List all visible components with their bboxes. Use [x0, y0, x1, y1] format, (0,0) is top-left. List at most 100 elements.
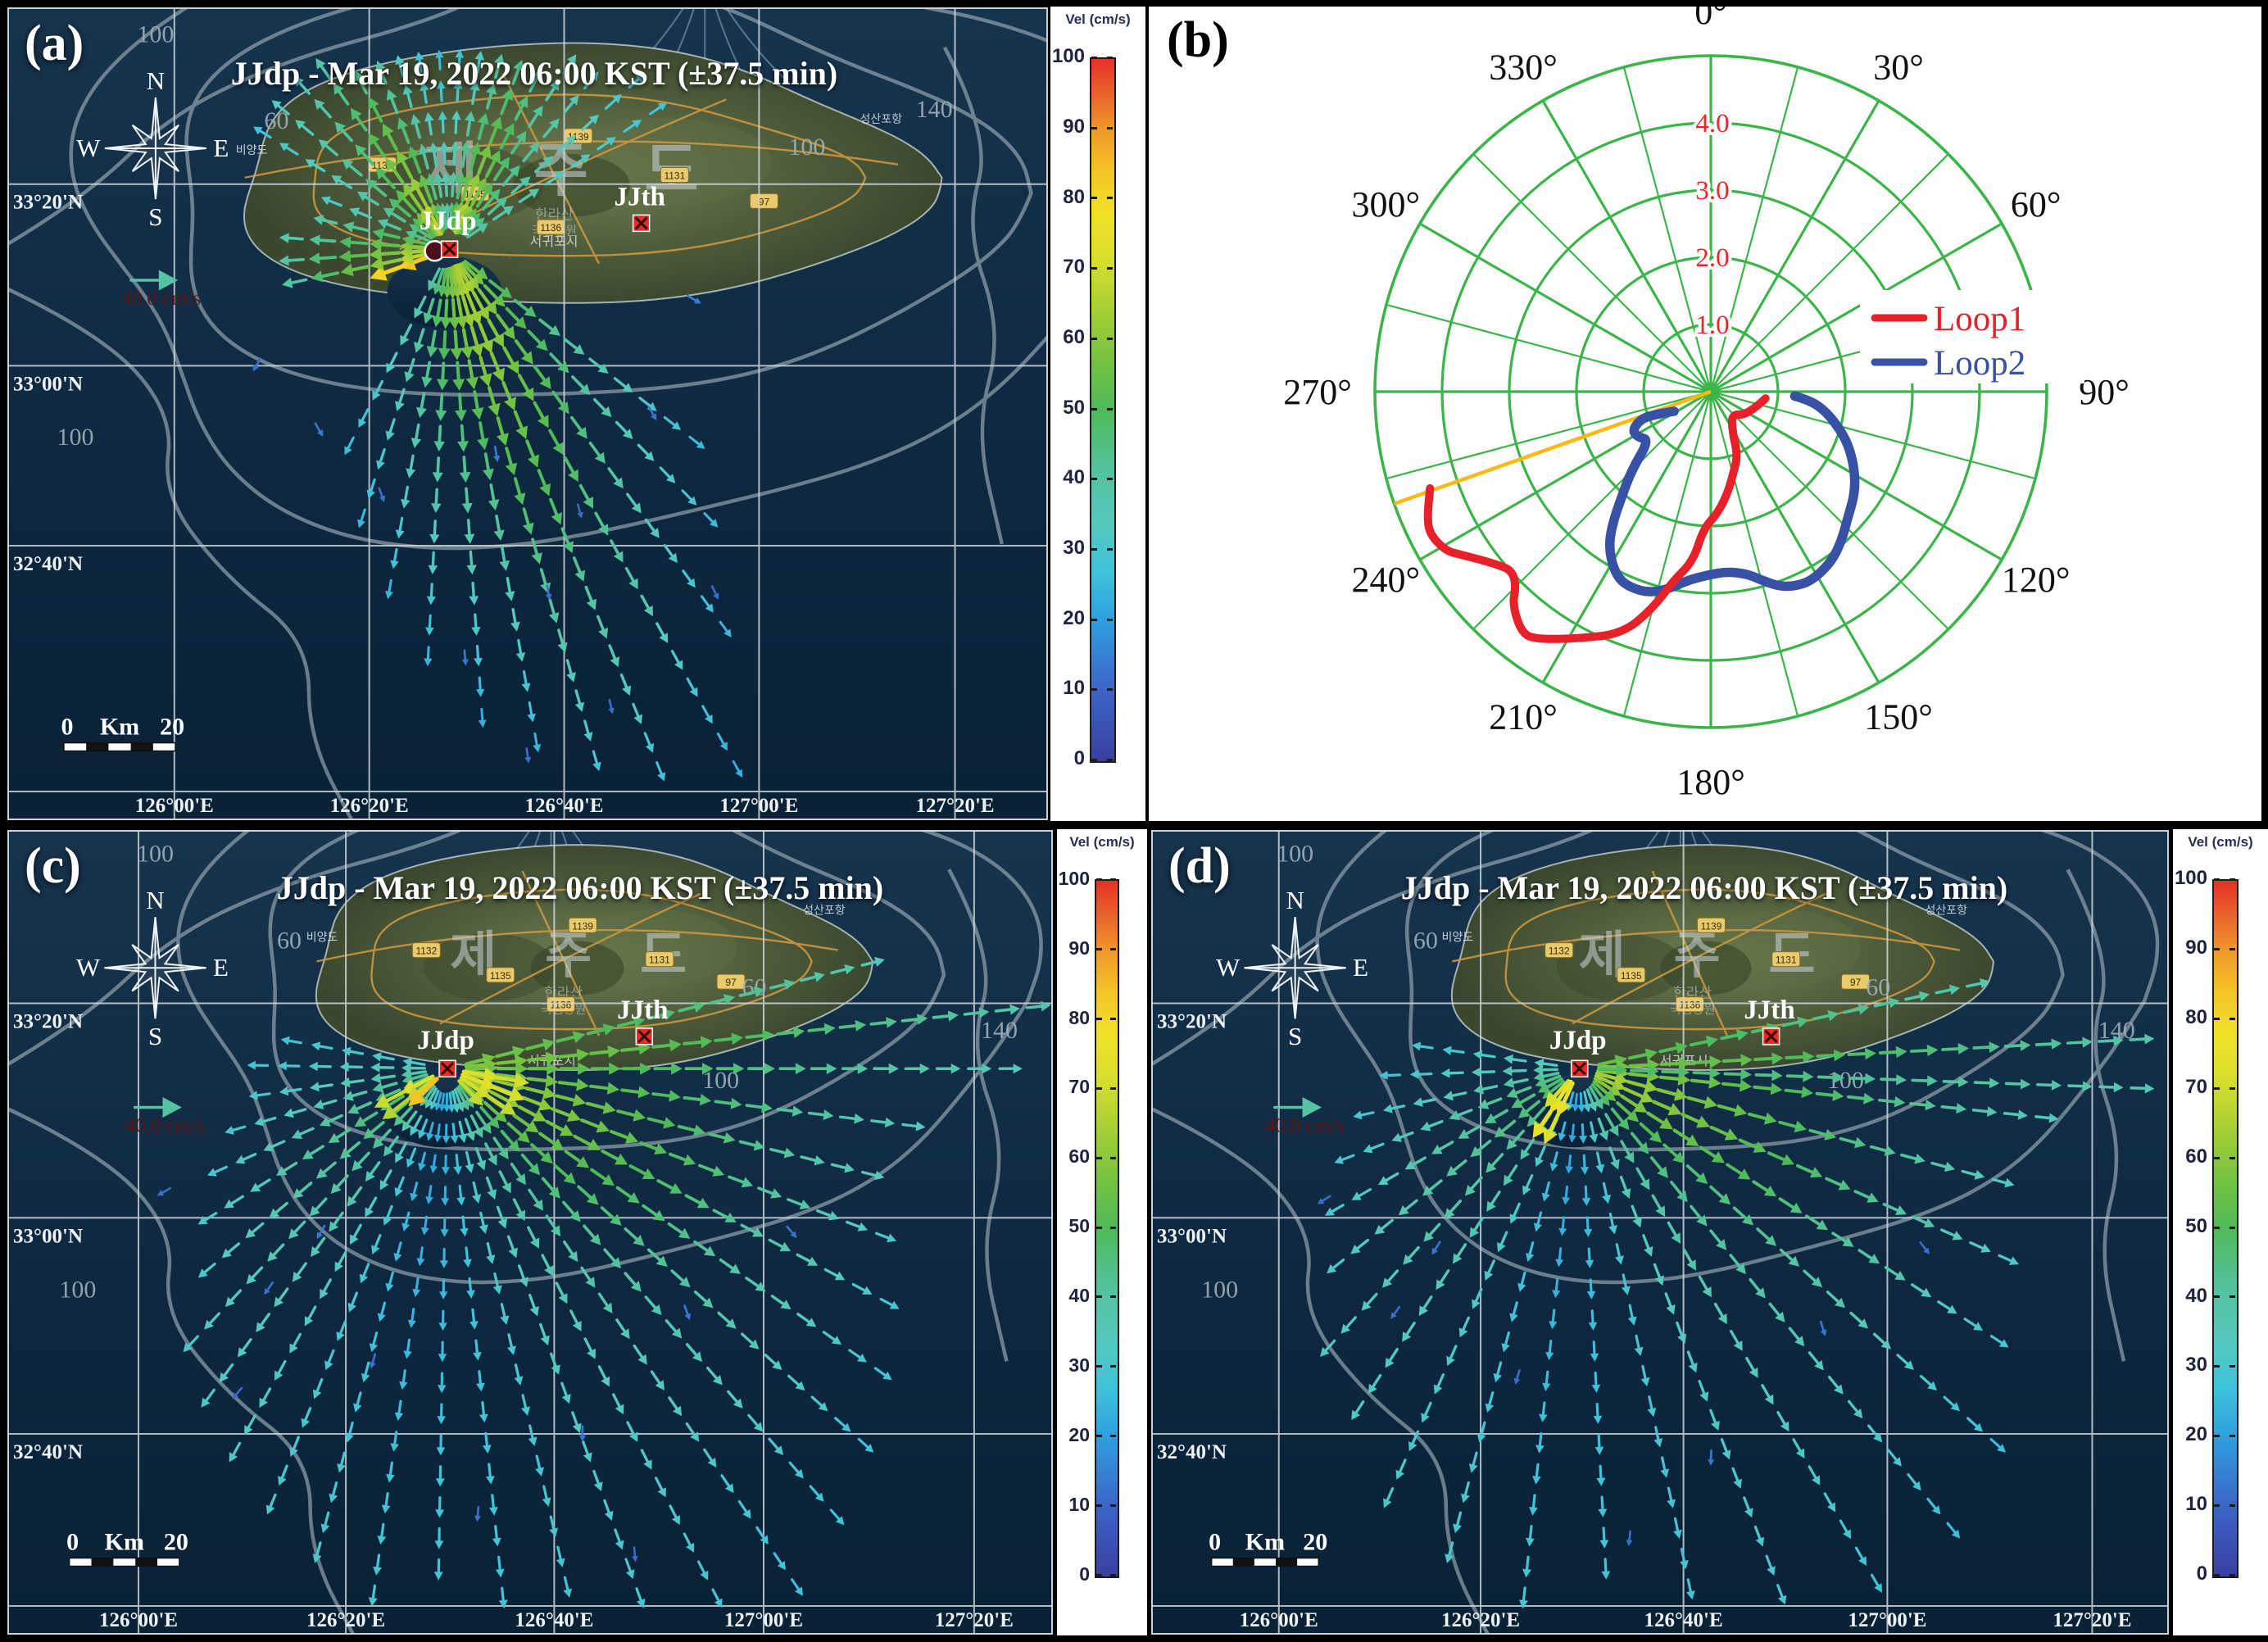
- vector-arrow-head: [1749, 1367, 1758, 1378]
- vector-arrow-shaft: [476, 1505, 480, 1517]
- vector-arrow-shaft: [1616, 1101, 1632, 1116]
- vector-arrow-shaft: [492, 164, 506, 182]
- vector-arrow-head: [632, 120, 642, 129]
- vector-arrow-head: [426, 596, 436, 606]
- road-badge: [1840, 973, 1870, 990]
- vector-arrow-shaft: [796, 1313, 810, 1323]
- vector-arrow-head: [622, 685, 632, 696]
- vector-arrow-shaft: [822, 1331, 836, 1341]
- vector-arrow-head: [1327, 1263, 1337, 1274]
- vector-arrow-shaft: [1542, 1071, 1560, 1078]
- vector-arrow-head: [663, 1009, 675, 1021]
- vector-arrow-head: [886, 1017, 897, 1028]
- vector-arrow-shaft: [1991, 1177, 2007, 1185]
- vector-arrow-head: [982, 1064, 992, 1074]
- vector-arrow-shaft: [521, 1394, 528, 1409]
- vector-arrow-head: [488, 1507, 498, 1516]
- vector-arrow-head: [709, 519, 719, 528]
- vector-arrow-shaft: [747, 1413, 759, 1427]
- vector-arrow-head: [669, 1039, 682, 1052]
- vector-arrow-head: [1717, 1313, 1727, 1325]
- colorbar-tick-mark: [1110, 947, 1116, 950]
- vector-arrow-head: [411, 177, 424, 193]
- vector-arrow-head: [436, 1447, 446, 1456]
- vector-arrow-head: [312, 1554, 322, 1563]
- vector-arrow-shaft: [458, 262, 474, 282]
- vector-arrow-head: [1615, 1255, 1624, 1265]
- vector-arrow-shaft: [320, 1099, 338, 1106]
- vector-arrow-shaft: [388, 1136, 399, 1150]
- scale-bar-body: [68, 1557, 180, 1567]
- vector-arrow-shaft: [360, 508, 366, 522]
- vector-arrow-head: [390, 560, 399, 569]
- vector-arrow-head: [535, 1467, 544, 1476]
- vector-arrow-shaft: [454, 212, 465, 235]
- vector-arrow-head: [1383, 1104, 1393, 1114]
- vector-arrow-shaft: [492, 210, 507, 221]
- colorbar-tick-mark: [2214, 947, 2220, 950]
- vector-arrow-head: [1324, 1207, 1335, 1216]
- colorbar-tick-mark: [1110, 1504, 1116, 1508]
- vector-arrow-shaft: [615, 420, 628, 434]
- vector-arrow-shaft: [481, 195, 495, 211]
- vector-arrow-shaft: [553, 1163, 569, 1179]
- vector-arrow-shaft: [597, 1365, 607, 1381]
- vector-arrow-shaft: [471, 88, 476, 106]
- vector-arrow-head: [1868, 1254, 1880, 1264]
- vector-arrow-head: [1383, 1498, 1392, 1508]
- vector-arrow-head: [256, 1322, 265, 1332]
- vector-arrow-head: [429, 142, 439, 153]
- vector-arrow-shaft: [373, 140, 386, 158]
- vector-arrow-shaft: [1989, 1438, 2002, 1449]
- vector-arrow-shaft: [1690, 1078, 1712, 1084]
- vector-arrow-head: [458, 1133, 468, 1144]
- vector-arrow-shaft: [649, 106, 662, 116]
- vector-arrow-shaft: [1479, 1070, 1496, 1074]
- vector-arrow-head: [636, 1599, 646, 1608]
- road-badge-number: 1136: [540, 222, 561, 234]
- vector-arrow-head: [1595, 1163, 1605, 1174]
- vector-arrow-shaft: [1681, 1113, 1701, 1124]
- vector-arrow-shaft: [260, 1313, 271, 1327]
- vector-arrow-shaft: [624, 1558, 632, 1572]
- vector-arrow-head: [437, 1416, 446, 1425]
- vector-arrow-shaft: [1456, 1109, 1473, 1117]
- seongsan-label: 성산포항: [860, 113, 902, 126]
- vector-arrow-head: [632, 1555, 638, 1563]
- vector-arrow-shaft: [1424, 1401, 1432, 1417]
- vector-arrow-head: [429, 533, 440, 544]
- vector-arrow-head: [1873, 1432, 1883, 1443]
- vector-arrow-shaft: [556, 1545, 562, 1561]
- vector-arrow-head: [442, 1136, 451, 1144]
- map-content: 제 주 도한라산국립공원비양도성산포항113211351139113197113…: [9, 9, 1046, 819]
- vector-arrow-shaft: [1730, 1330, 1740, 1345]
- marker-x: [442, 243, 456, 256]
- vector-arrow-head: [342, 221, 355, 233]
- vector-arrow-shaft: [1667, 1486, 1673, 1502]
- vector-arrow-shaft: [469, 152, 477, 171]
- vector-arrow-head: [524, 756, 532, 764]
- vector-arrow-shaft: [563, 100, 575, 114]
- vector-arrow-head: [593, 1481, 603, 1492]
- vector-arrow-shaft: [428, 1185, 433, 1199]
- vector-arrow-head: [1740, 1068, 1752, 1081]
- vector-arrow-shaft: [1589, 1086, 1599, 1102]
- road-badge-number: 1131: [649, 955, 670, 966]
- vector-arrow-shaft: [1627, 1072, 1649, 1078]
- vector-arrow-head: [301, 1417, 311, 1428]
- vector-arrow-head: [540, 1335, 550, 1346]
- vector-arrow-shaft: [640, 594, 651, 610]
- station-jjth: JJth: [617, 996, 668, 1046]
- vector-arrow-head: [1795, 1448, 1805, 1458]
- vector-arrow-head: [1583, 1228, 1593, 1237]
- marker-x: [440, 1062, 455, 1076]
- vector-arrow-head: [500, 1315, 510, 1325]
- vector-arrow-shaft: [2066, 1041, 2084, 1045]
- vector-arrow-head: [1421, 1413, 1430, 1423]
- vector-arrow-shaft: [768, 1437, 779, 1450]
- vector-arrow-shaft: [1587, 1247, 1591, 1262]
- vector-arrow-shaft: [628, 77, 640, 89]
- vector-arrow-head: [601, 1376, 610, 1387]
- vector-arrow-shaft: [318, 1045, 333, 1050]
- colorbar-a: Vel (cm/s) 100 90 80 70 60 50 40 30 20 10 0: [1050, 7, 1145, 821]
